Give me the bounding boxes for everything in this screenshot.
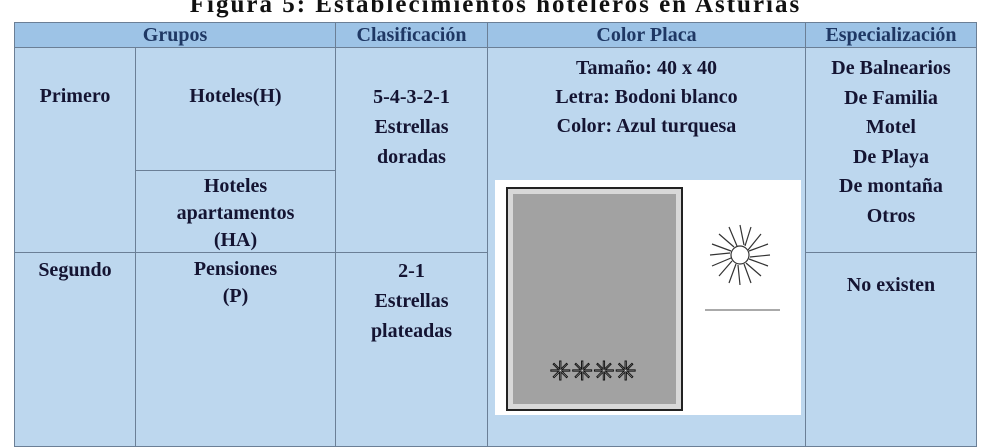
text-line: Color: Azul turquesa bbox=[556, 115, 737, 137]
text-line: 5-4-3-2-1 bbox=[373, 86, 450, 108]
text-line: De Balnearios bbox=[831, 57, 951, 79]
text-line: Estrellas bbox=[374, 116, 449, 138]
group-cell: Segundo bbox=[14, 252, 136, 447]
header-cell: Clasificación bbox=[335, 22, 488, 48]
text-line: Hoteles(H) bbox=[189, 85, 282, 107]
text-line: Tamaño: 40 x 40 bbox=[576, 57, 717, 79]
text-line: (P) bbox=[222, 285, 249, 307]
type-cell: Hoteles(H) bbox=[135, 47, 336, 171]
type-cell: Pensiones (P) bbox=[135, 252, 336, 447]
group-cell: Primero bbox=[14, 47, 136, 253]
text-line: 2-1 bbox=[398, 260, 425, 282]
spec-cell: No existen bbox=[805, 252, 977, 447]
text-line: apartamentos bbox=[176, 202, 295, 224]
text-line: No existen bbox=[846, 274, 936, 296]
title: Figura 5: Establecimientos hoteleros en … bbox=[189, 0, 802, 18]
class-cell: 5-4-3-2-1 Estrellas doradas bbox=[335, 47, 488, 253]
text-line: plateadas bbox=[370, 320, 453, 342]
text-line: De Familia bbox=[844, 86, 938, 109]
header-cell: Especialización bbox=[805, 22, 977, 48]
text-line: Otros bbox=[866, 204, 916, 227]
class-cell: 2-1 Estrellas plateadas bbox=[335, 252, 488, 447]
header-cell: Grupos bbox=[14, 22, 336, 48]
sun-icon bbox=[709, 224, 771, 286]
page: {"title":"Figura 5: Establecimientos hot… bbox=[14, 0, 977, 447]
text-line: Hoteles bbox=[203, 175, 268, 197]
text-line: Pensiones bbox=[193, 258, 278, 280]
text-line: Estrellas bbox=[374, 290, 449, 312]
header-cell: Color Placa bbox=[487, 22, 806, 48]
text-line: (HA) bbox=[213, 229, 258, 251]
text-line: Letra: Bodoni blanco bbox=[555, 86, 738, 108]
plaque-stars: ✳✳✳✳ bbox=[549, 357, 636, 387]
text-line: De montaña bbox=[839, 175, 943, 197]
spec-cell: De Balnearios De Familia Motel De Playa … bbox=[805, 47, 977, 253]
plaque-image: ✳✳✳✳ bbox=[495, 180, 801, 415]
text-line: doradas bbox=[377, 146, 446, 168]
text-line: Motel bbox=[866, 116, 916, 138]
type-cell: Hoteles apartamentos (HA) bbox=[135, 170, 336, 253]
text-line: De Playa bbox=[852, 145, 930, 168]
